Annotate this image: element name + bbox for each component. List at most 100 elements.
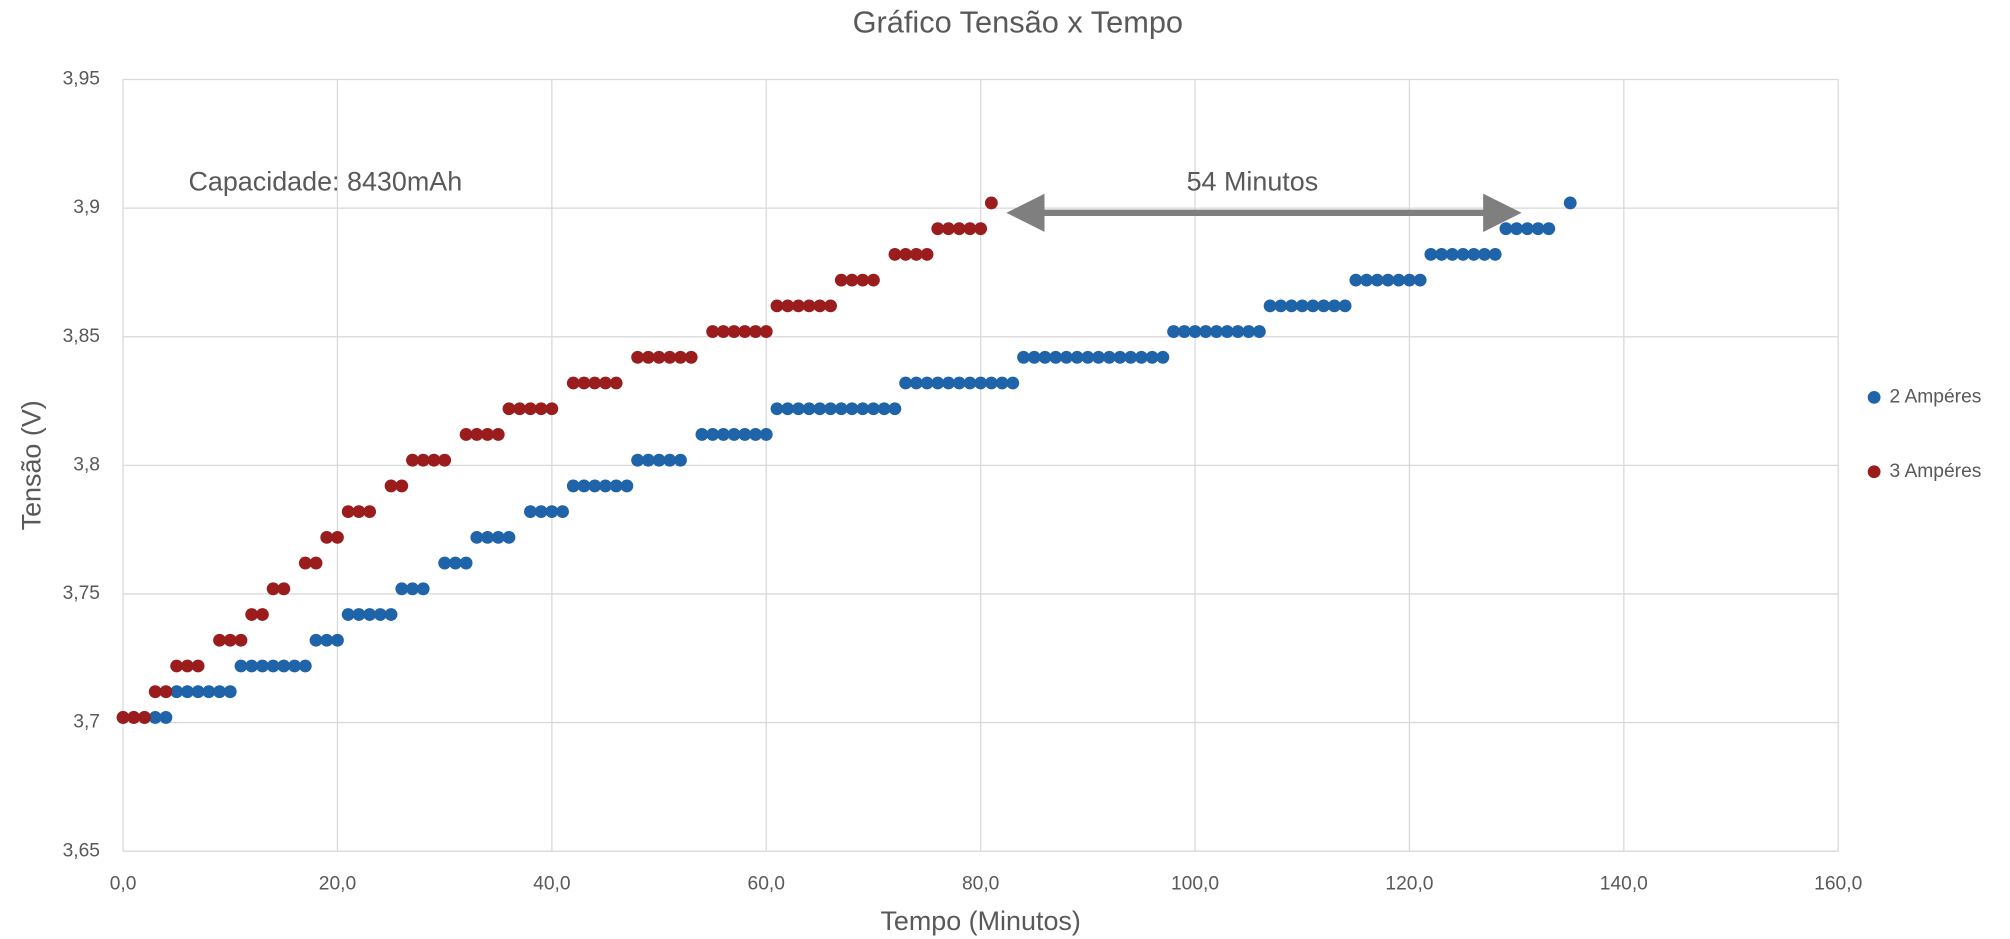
point [298, 556, 312, 570]
point [406, 582, 419, 596]
point [277, 659, 291, 673]
point [1231, 325, 1245, 338]
point [470, 530, 484, 544]
point [684, 350, 698, 364]
point [116, 711, 130, 724]
point [974, 222, 988, 236]
point [191, 659, 205, 673]
point [845, 273, 859, 287]
y-axis-title: Tensão (V) [16, 400, 46, 530]
point [1049, 350, 1063, 364]
point [148, 711, 162, 724]
point [1059, 350, 1073, 364]
point [1338, 299, 1352, 313]
point [1242, 325, 1256, 338]
point [824, 299, 837, 313]
chart-title: Gráfico Tensão x Tempo [853, 4, 1183, 39]
point [824, 402, 837, 416]
point [277, 582, 291, 596]
point [813, 402, 827, 416]
point [213, 685, 226, 699]
point [545, 505, 559, 519]
x-axis-title: Tempo (Minutos) [880, 906, 1080, 936]
point [1210, 325, 1223, 338]
point [1520, 222, 1534, 236]
point [1177, 325, 1191, 338]
point [641, 350, 655, 364]
y-tick-label: 3,65 [63, 840, 100, 861]
point [256, 608, 269, 621]
point [588, 376, 602, 390]
point [1349, 273, 1363, 287]
point [920, 247, 934, 261]
point [834, 402, 848, 416]
point [138, 711, 151, 724]
point [1124, 350, 1138, 364]
point [1199, 325, 1213, 338]
point [791, 402, 805, 416]
point [352, 505, 366, 519]
point [127, 711, 141, 724]
point [1092, 350, 1105, 364]
point [309, 556, 323, 570]
legend-marker [1867, 390, 1881, 404]
point [320, 530, 334, 544]
point [674, 350, 687, 364]
point [1263, 299, 1277, 313]
point [384, 479, 398, 493]
point [652, 453, 666, 467]
point [1167, 325, 1181, 338]
point [867, 402, 880, 416]
point [223, 685, 237, 699]
point [1081, 350, 1095, 364]
point [1306, 299, 1320, 313]
point [609, 376, 623, 390]
point [1220, 325, 1234, 338]
point [1295, 299, 1309, 313]
point [1327, 299, 1341, 313]
point [363, 608, 377, 621]
point [245, 608, 259, 621]
point [802, 402, 816, 416]
point [1017, 350, 1030, 364]
point [1006, 376, 1020, 390]
point [1510, 222, 1524, 236]
x-tick-label: 0,0 [110, 874, 137, 895]
annotation: Capacidade: 8430mAh [188, 166, 462, 196]
point [577, 376, 591, 390]
y-tick-label: 3,7 [73, 712, 100, 733]
point [1070, 350, 1084, 364]
point [1156, 350, 1170, 364]
point [1317, 299, 1331, 313]
point [245, 659, 259, 673]
point [481, 530, 494, 544]
point [1542, 222, 1556, 236]
point [931, 222, 945, 236]
point [1488, 247, 1502, 261]
point [491, 530, 505, 544]
point [180, 685, 194, 699]
point [920, 376, 934, 390]
point [481, 428, 494, 441]
point [331, 633, 344, 647]
point [834, 273, 848, 287]
point [1027, 350, 1041, 364]
point [781, 299, 795, 313]
point [352, 608, 366, 621]
point [1102, 350, 1116, 364]
point [534, 505, 548, 519]
point [1456, 247, 1470, 261]
point [266, 582, 280, 596]
y-tick-label: 3,85 [63, 326, 100, 347]
point [448, 556, 462, 570]
point [502, 402, 516, 416]
point [1467, 247, 1481, 261]
point [802, 299, 816, 313]
point [791, 299, 805, 313]
point [995, 376, 1009, 390]
x-tick-label: 20,0 [319, 874, 356, 895]
point [909, 247, 923, 261]
point [223, 633, 237, 647]
point [931, 376, 945, 390]
point [599, 376, 612, 390]
